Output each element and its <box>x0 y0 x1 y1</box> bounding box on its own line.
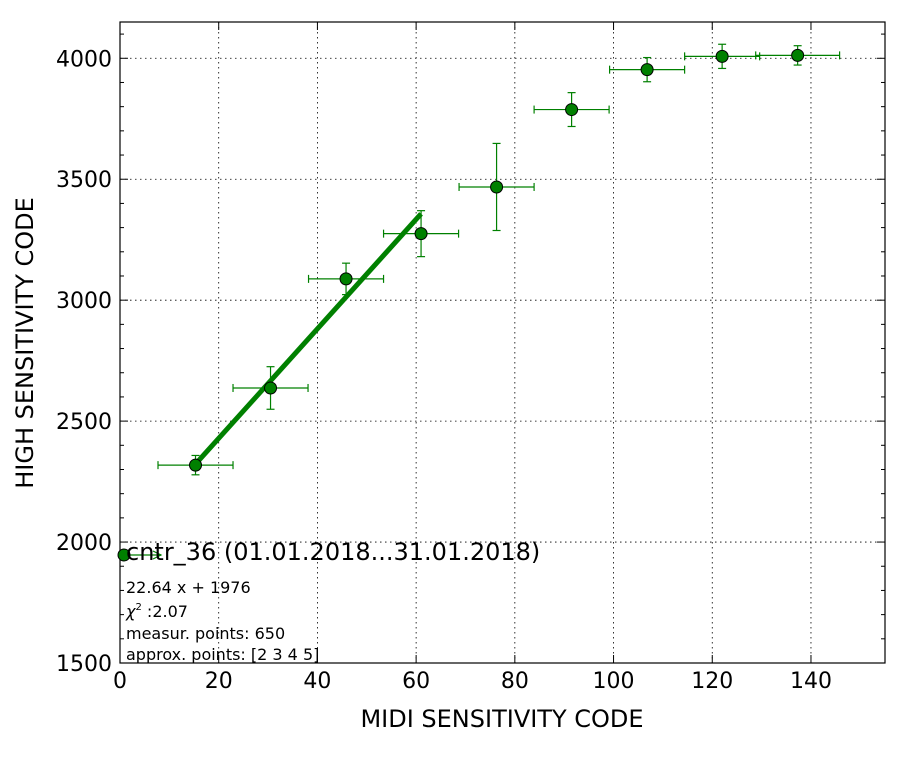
fit-annotations: 22.64 x + 1976 χ2 :2.07 measur. points: … <box>125 578 319 664</box>
fit-equation: 22.64 x + 1976 <box>126 578 251 597</box>
x-tick-label: 140 <box>790 669 832 694</box>
y-tick-label: 3500 <box>56 168 112 193</box>
y-tick-label: 1500 <box>56 652 112 677</box>
ticks: 0 20 40 60 80 100 120 140 1500 2000 2500 3000 3500 40… <box>56 22 885 694</box>
y-tick-label: 3000 <box>56 289 112 314</box>
x-tick-label: 80 <box>501 669 529 694</box>
data-point <box>189 458 203 472</box>
x-tick-label: 120 <box>691 669 733 694</box>
legend-marker <box>117 548 131 562</box>
y-tick-label: 2000 <box>56 531 112 556</box>
data-point <box>264 381 278 395</box>
data-points <box>189 48 805 472</box>
x-tick-label: 0 <box>113 669 127 694</box>
x-tick-label: 20 <box>205 669 233 694</box>
fit-line-group <box>193 212 423 466</box>
y-tick-label: 4000 <box>56 47 112 72</box>
data-point <box>715 49 729 63</box>
data-point <box>414 227 428 241</box>
data-point <box>339 272 353 286</box>
chi2-exponent: 2 <box>135 602 141 613</box>
data-point <box>791 48 805 62</box>
data-point <box>565 103 579 117</box>
approx-points: approx. points: [2 3 4 5] <box>126 645 319 664</box>
chi2-annotation: χ2 :2.07 <box>125 602 188 621</box>
x-tick-label: 100 <box>593 669 635 694</box>
error-bars <box>157 43 841 476</box>
data-point <box>640 63 654 77</box>
x-tick-label: 40 <box>303 669 331 694</box>
minor-ticks <box>120 33 885 640</box>
y-tick-label: 2500 <box>56 410 112 435</box>
x-tick-label: 60 <box>402 669 430 694</box>
legend: cntr_36 (01.01.2018...31.01.2018) <box>117 538 540 566</box>
legend-label: cntr_36 (01.01.2018...31.01.2018) <box>126 538 540 566</box>
grid <box>119 22 885 664</box>
chi2-value: :2.07 <box>142 602 188 621</box>
y-axis-label: HIGH SENSITIVITY CODE <box>11 197 39 489</box>
data-point <box>490 180 504 194</box>
legend-arrow <box>152 550 163 560</box>
measur-points: measur. points: 650 <box>126 624 285 643</box>
plot-frame <box>119 21 886 664</box>
fit-line <box>193 212 423 466</box>
chi2-symbol: χ <box>125 602 136 621</box>
x-axis-label: MIDI SENSITIVITY CODE <box>360 705 643 733</box>
